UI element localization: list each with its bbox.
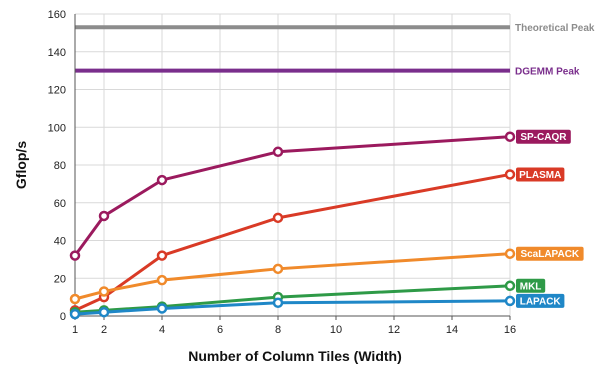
- y-tick-label: 80: [54, 160, 66, 172]
- x-tick-label: 2: [101, 324, 107, 336]
- data-point: [504, 131, 516, 142]
- series-label-badge: [516, 167, 565, 182]
- x-axis-title: Number of Column Tiles (Width): [188, 348, 402, 364]
- y-axis-title: Gflop/s: [13, 141, 29, 189]
- series-lines: [69, 131, 516, 320]
- data-point: [98, 286, 110, 297]
- series-line: [73, 252, 512, 301]
- x-tick-label: 10: [330, 324, 342, 336]
- reference-line-label: Theoretical Peak: [515, 23, 595, 34]
- series-label: PLASMA: [519, 170, 561, 181]
- data-point: [98, 306, 110, 318]
- data-point: [272, 146, 284, 158]
- data-point: [272, 212, 284, 224]
- reference-lines: Theoretical Peak DGEMM Peak: [75, 23, 595, 78]
- data-point: [69, 308, 81, 320]
- x-tick-label: 6: [217, 324, 223, 336]
- series-label: MKL: [520, 281, 542, 292]
- data-point: [156, 303, 168, 314]
- series-label-badge: [516, 129, 571, 144]
- data-point: [504, 295, 516, 307]
- x-tick-label: 14: [446, 324, 458, 336]
- data-point: [156, 174, 168, 186]
- data-point: [69, 250, 81, 261]
- series-labels: SP-CAQR PLASMA ScaLAPACK MKL LAPACK: [516, 129, 584, 308]
- data-point: [98, 210, 110, 222]
- series-label-badge: [516, 293, 565, 308]
- y-tick-label: 40: [54, 236, 66, 248]
- y-tick-label: 60: [54, 198, 66, 210]
- data-point: [504, 280, 516, 292]
- data-point: [156, 274, 168, 286]
- data-point: [504, 248, 516, 259]
- y-tick-label: 160: [48, 9, 66, 21]
- series-line: [73, 284, 512, 314]
- series-label: LAPACK: [520, 296, 562, 307]
- x-tick-label: 4: [159, 324, 165, 336]
- series-label: SP-CAQR: [520, 132, 567, 143]
- series-line: [73, 135, 512, 258]
- series-label: ScaLAPACK: [520, 249, 579, 260]
- x-tick-label: 12: [388, 324, 400, 336]
- series-label-badge: [516, 278, 546, 293]
- y-tick-label: 20: [54, 273, 66, 285]
- data-point: [156, 250, 168, 261]
- reference-line-label: DGEMM Peak: [515, 67, 580, 78]
- series-label-badge: [516, 246, 584, 261]
- data-point: [69, 293, 81, 305]
- x-tick-label: 8: [275, 324, 281, 336]
- data-point: [272, 263, 284, 275]
- x-tick-label: 1: [72, 324, 78, 336]
- x-tick-label: 16: [504, 324, 516, 336]
- data-point: [504, 169, 516, 180]
- data-point: [272, 297, 284, 309]
- y-tick-label: 120: [48, 85, 66, 97]
- y-tick-label: 100: [48, 122, 66, 134]
- y-tick-label: 0: [60, 311, 66, 323]
- y-tick-label: 140: [48, 47, 66, 59]
